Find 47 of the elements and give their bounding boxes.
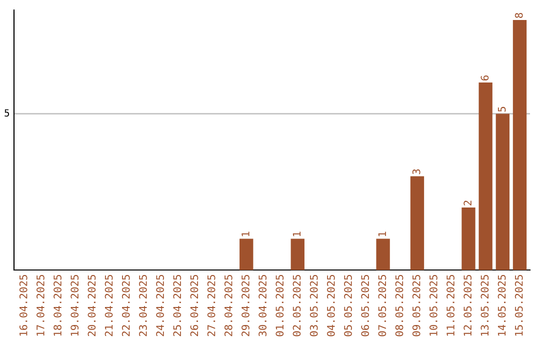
x-tick-label: 12.05.2025 [464,275,472,336]
data-label: 1 [242,232,250,236]
data-label: 5 [498,106,506,112]
x-tick-label: 06.05.2025 [361,275,370,336]
x-tick-label: 22.04.2025 [122,275,130,336]
x-tick-label: 01.05.2025 [276,275,284,336]
bar [290,238,304,270]
x-tick-label: 08.05.2025 [395,275,404,336]
x-tick-label: 10.05.2025 [429,275,438,336]
x-tick-label: 09.05.2025 [412,275,420,336]
data-label: 3 [412,169,420,174]
bar [478,82,492,270]
x-tick-label: 03.05.2025 [310,275,318,336]
x-tick-label: 21.04.2025 [104,275,113,336]
x-tick-label: 05.05.2025 [344,275,352,336]
x-tick-label: 17.04.2025 [36,275,44,336]
x-tick-label: 18.04.2025 [54,275,62,336]
x-tick-label: 14.05.2025 [498,275,506,336]
x-tick-label: 24.04.2025 [156,275,164,336]
x-tick-label: 07.05.2025 [378,275,386,336]
x-tick-label: 19.04.2025 [70,275,79,336]
x-tick-label: 27.04.2025 [207,275,216,336]
data-label: 6 [480,76,489,80]
x-tick-label: 26.04.2025 [190,275,198,336]
x-tick-label: 23.04.2025 [139,275,147,336]
x-tick-label: 20.04.2025 [88,275,96,336]
data-label: 8 [514,13,523,18]
ref-line-label: 5 [4,109,10,117]
x-tick-label: 11.05.2025 [446,275,454,336]
bar [496,114,510,270]
bar [410,176,424,270]
data-label: 1 [378,232,386,236]
x-tick-label: 02.05.2025 [292,275,301,336]
x-tick-label: 28.04.2025 [224,275,232,336]
x-tick-label: 15.05.2025 [514,275,523,336]
bar [512,20,527,270]
bar [240,238,254,270]
x-tick-label: 16.04.2025 [19,275,28,336]
data-label: 2 [464,200,472,206]
data-label: 1 [292,232,301,236]
bar [462,208,476,270]
x-tick-label: 30.04.2025 [258,275,267,336]
bar [376,238,390,270]
x-tick-label: 04.05.2025 [326,275,335,336]
x-tick-label: 25.04.2025 [173,275,182,336]
x-tick-label: 13.05.2025 [480,275,489,336]
x-tick-label: 29.04.2025 [242,275,250,336]
